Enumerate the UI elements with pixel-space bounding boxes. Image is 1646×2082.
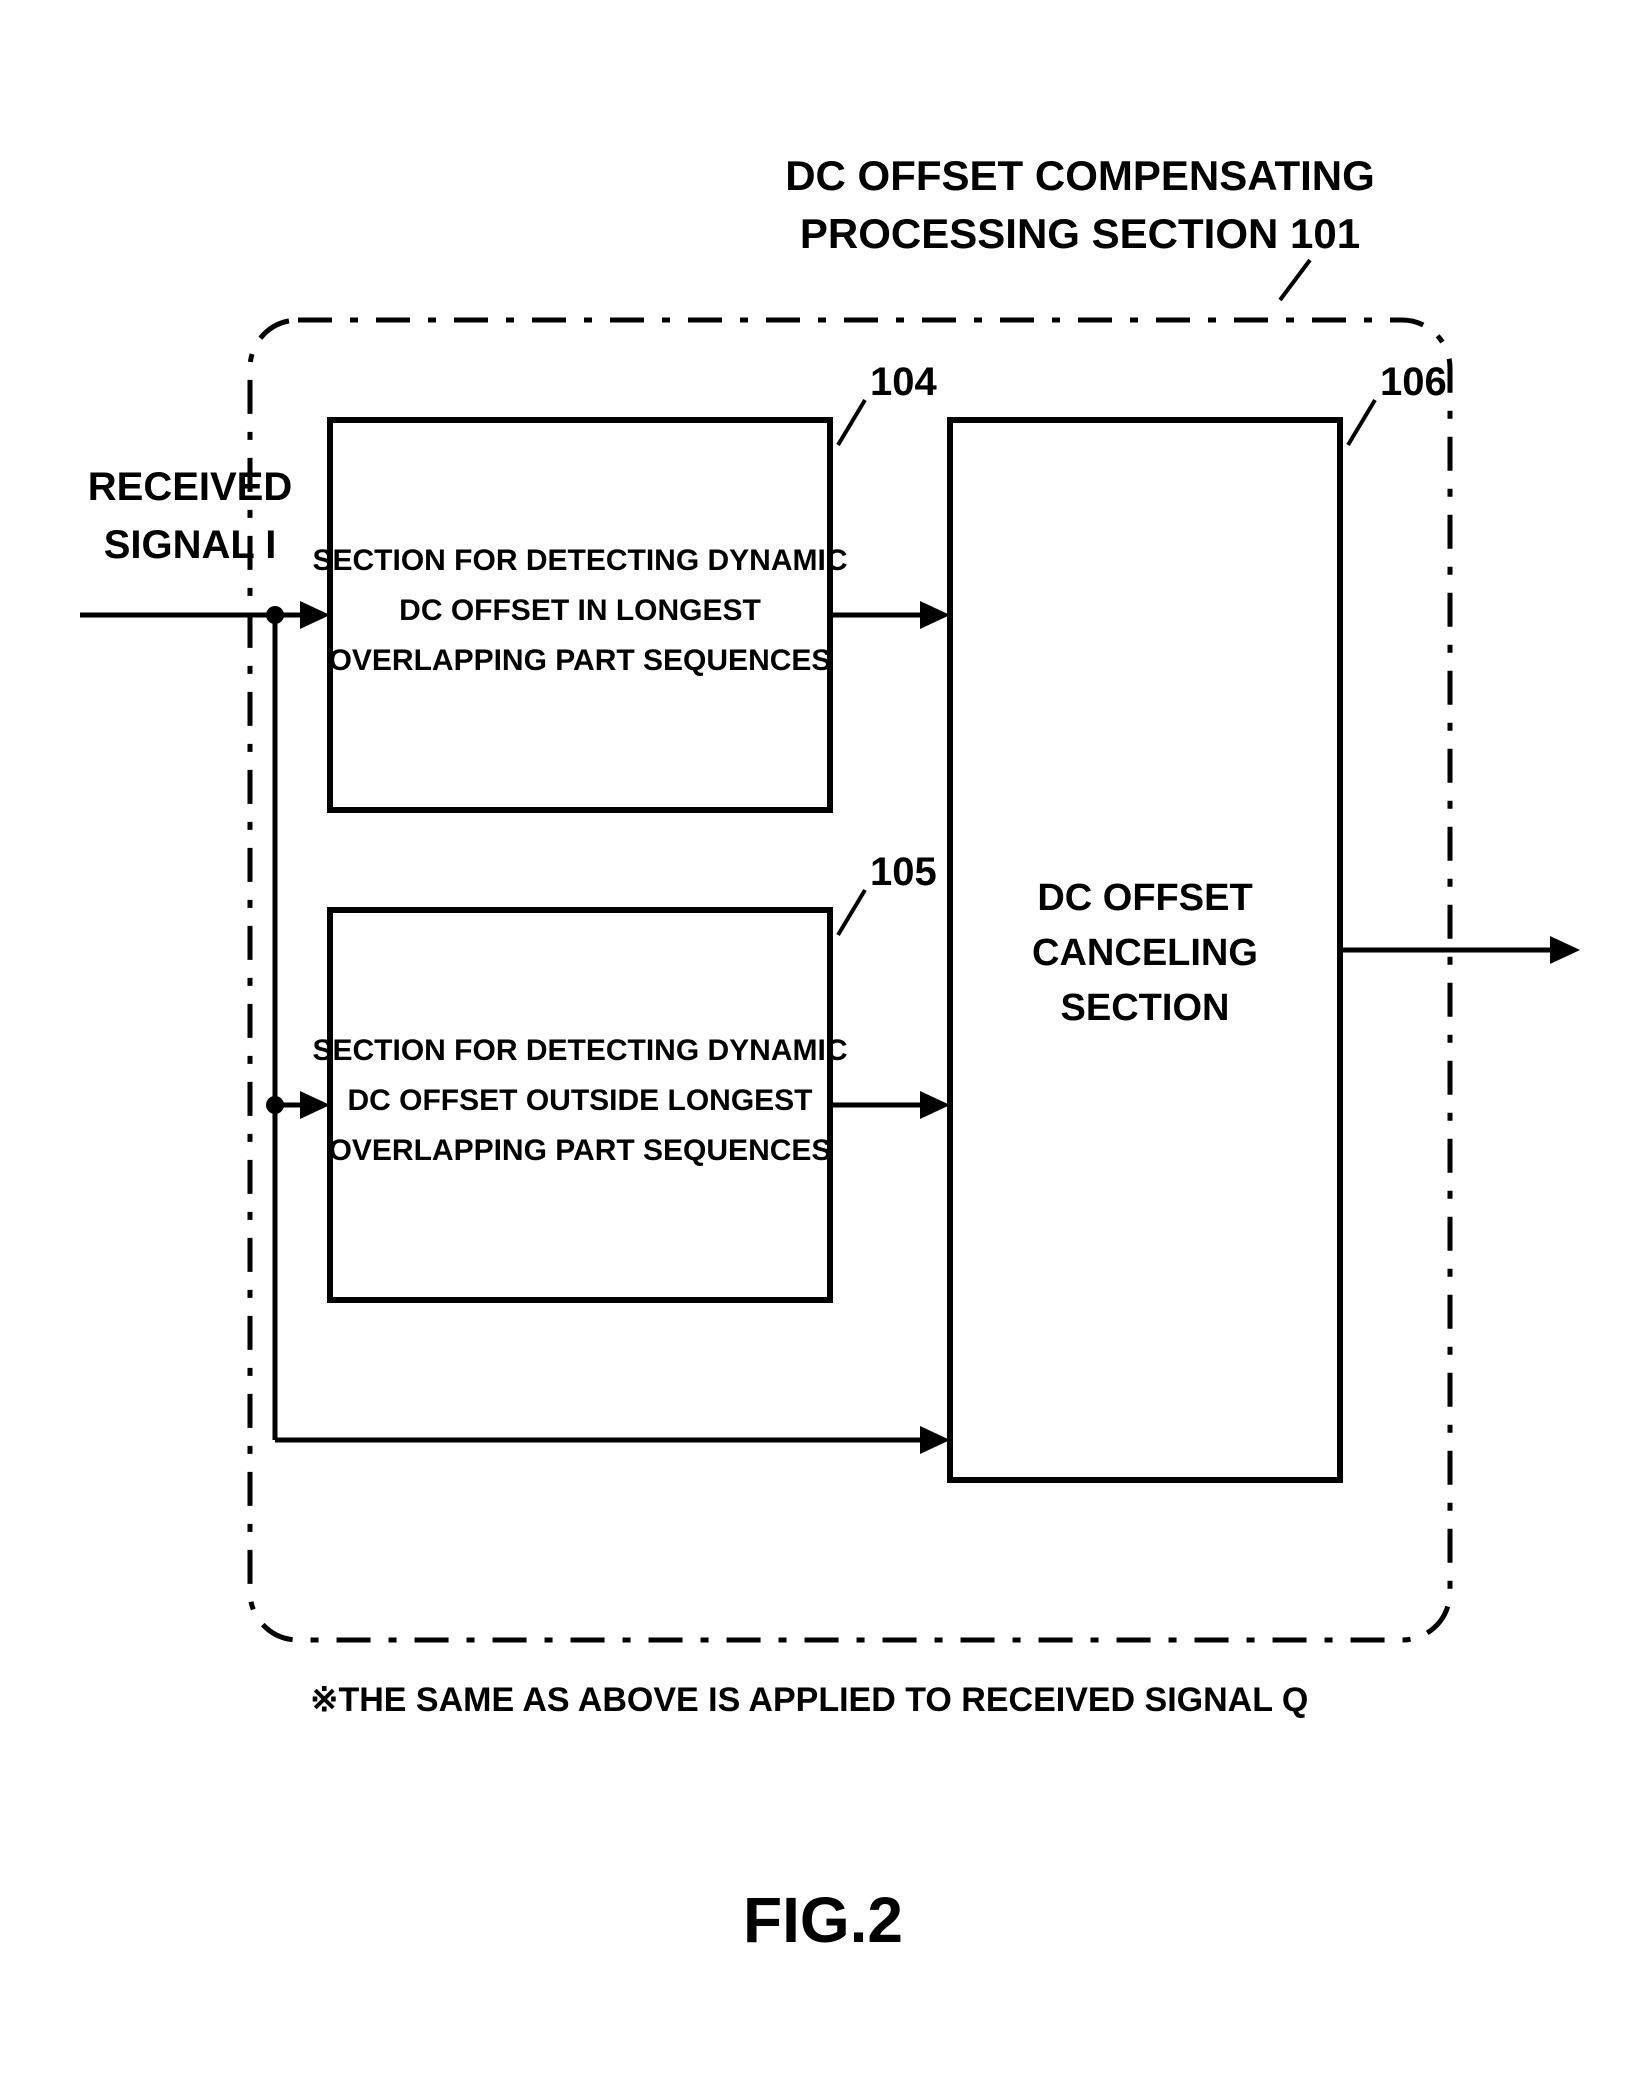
diagram-canvas: SECTION FOR DETECTING DYNAMIC DC OFFSET … [0, 0, 1646, 2082]
block-106-line1: DC OFFSET [1037, 877, 1252, 919]
ref-105-label: 105 [870, 850, 937, 894]
arrow-output [1550, 936, 1580, 964]
input-label-line1: RECEIVED [88, 465, 293, 509]
block-104-line2: DC OFFSET IN LONGEST [399, 594, 761, 627]
arrow-into-106-bottom [920, 1426, 950, 1454]
figure-label: FIG.2 [743, 1883, 903, 1957]
title-line1: DC OFFSET COMPENSATING [785, 152, 1375, 199]
ref-101-leader [1280, 260, 1310, 300]
note-text: ※THE SAME AS ABOVE IS APPLIED TO RECEIVE… [310, 1680, 1308, 1720]
ref-104-label: 104 [870, 360, 937, 404]
ref-106-leader [1348, 400, 1375, 445]
input-label-line2: SIGNAL I [104, 523, 277, 567]
block-105-line2: DC OFFSET OUTSIDE LONGEST [347, 1084, 812, 1117]
arrow-105-106 [920, 1091, 950, 1119]
ref-106-label: 106 [1380, 360, 1447, 404]
block-105-line1: SECTION FOR DETECTING DYNAMIC [312, 1034, 847, 1067]
arrow-into-105 [300, 1091, 330, 1119]
block-104-line3: OVERLAPPING PART SEQUENCES [329, 644, 832, 677]
diagram-svg: SECTION FOR DETECTING DYNAMIC DC OFFSET … [0, 0, 1646, 2082]
block-104-line1: SECTION FOR DETECTING DYNAMIC [312, 544, 847, 577]
arrow-into-104 [300, 601, 330, 629]
ref-105-leader [838, 890, 865, 935]
block-105-line3: OVERLAPPING PART SEQUENCES [329, 1134, 832, 1167]
title-line2: PROCESSING SECTION 101 [800, 210, 1360, 257]
block-106-line2: CANCELING [1032, 932, 1258, 974]
arrow-104-106 [920, 601, 950, 629]
block-106-line3: SECTION [1061, 987, 1230, 1029]
ref-104-leader [838, 400, 865, 445]
